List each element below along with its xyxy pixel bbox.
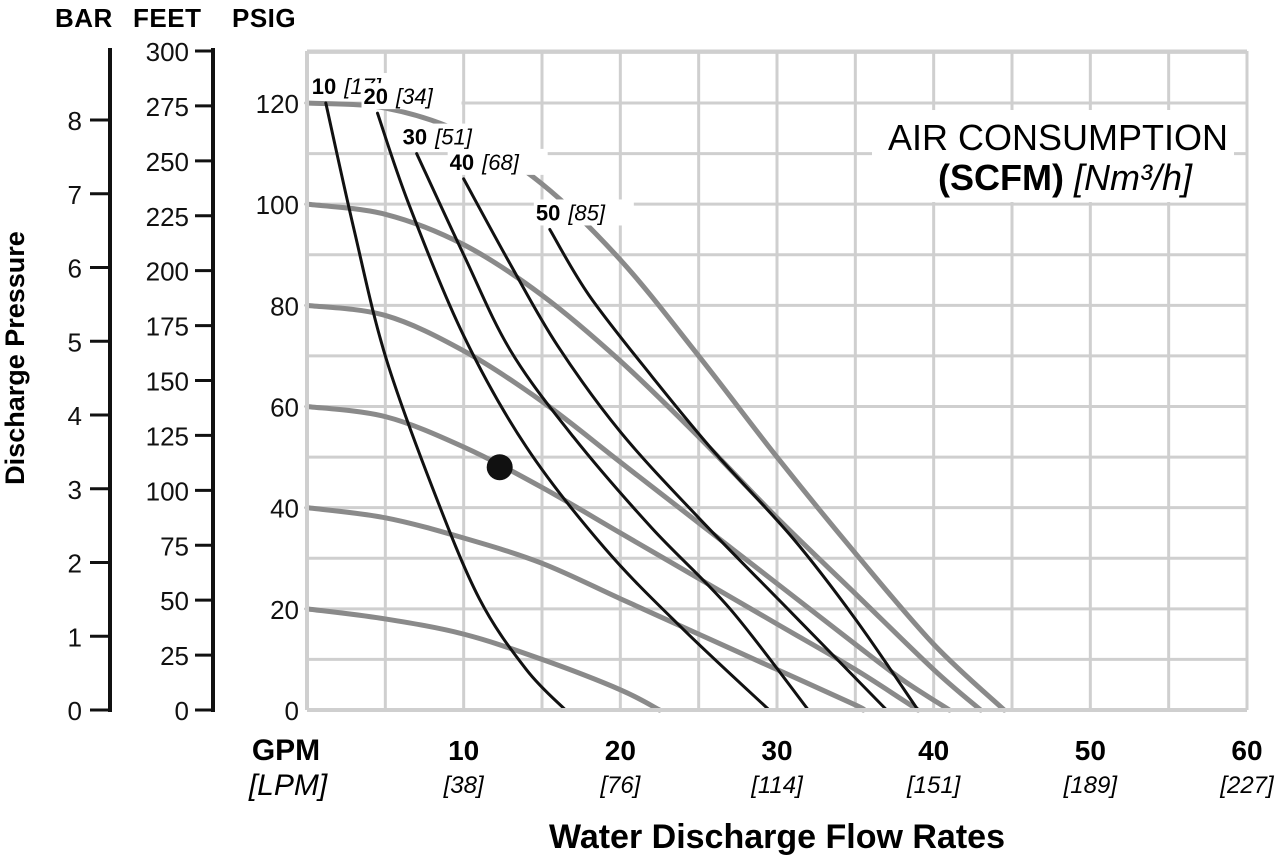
air-curve-40	[462, 177, 889, 712]
bar-tick-label: 6	[68, 254, 82, 284]
feet-tick-label: 75	[160, 531, 189, 561]
bar-tick-label: 1	[68, 622, 82, 652]
air-consumption-curves	[324, 101, 920, 712]
air-label-scfm: 10	[312, 74, 336, 99]
bar-tick-label: 0	[68, 696, 82, 726]
feet-tick-label: 275	[146, 92, 189, 122]
air-label-bg-20	[361, 83, 462, 110]
x-tick-lpm: [189]	[1063, 772, 1119, 799]
bar-tick-label: 3	[68, 475, 82, 505]
air-label-20: 20 [34]	[364, 84, 434, 109]
air-label-scfm: 20	[364, 84, 388, 109]
air-label-nm3h: [51]	[434, 125, 473, 150]
air-curve-50	[548, 227, 920, 712]
bar-tick-label: 5	[68, 327, 82, 357]
air-label-nm3h: [85]	[567, 200, 606, 225]
psig-tick-label: 80	[270, 291, 299, 321]
axes	[90, 48, 1249, 712]
feet-tick-label: 175	[146, 312, 189, 342]
air-curve-10	[324, 101, 567, 712]
air-curve-20	[376, 111, 771, 712]
bar-tick-label: 7	[68, 180, 82, 210]
x-unit-lpm: [LPM]	[248, 769, 328, 802]
air-curve-30	[415, 152, 810, 712]
feet-tick-label: 250	[146, 147, 189, 177]
air-label-scfm: 30	[403, 125, 427, 150]
bar-tick-label: 8	[68, 106, 82, 136]
scfm-unit: (SCFM)	[938, 157, 1064, 198]
x-tick-lpm: [227]	[1219, 772, 1275, 799]
air-label-30: 30 [51]	[403, 125, 473, 150]
air-label-nm3h: [68]	[481, 150, 520, 175]
pressure-curve-3	[304, 302, 952, 713]
feet-header: FEET	[133, 3, 201, 33]
psig-tick-label: 60	[270, 393, 299, 423]
nm3h-unit: [Nm³/h]	[1073, 157, 1193, 198]
x-tick-lpm: [114]	[750, 772, 804, 799]
psig-tick-label: 100	[256, 190, 299, 220]
x-tick-lpm: [76]	[599, 772, 641, 799]
x-axis-title: Water Discharge Flow Rates	[549, 818, 1005, 856]
bar-tick-label: 4	[68, 401, 82, 431]
air-label-nm3h: [34]	[395, 84, 434, 109]
air-label-scfm: 50	[536, 200, 560, 225]
operating-point-marker	[486, 454, 513, 481]
bar-tick-label: 2	[68, 549, 82, 579]
x-tick-gpm: 30	[761, 735, 792, 766]
air-consumption-title: AIR CONSUMPTION	[888, 117, 1228, 158]
x-tick-gpm: 20	[605, 735, 636, 766]
feet-tick-label: 100	[146, 476, 189, 506]
psig-header: PSIG	[232, 3, 296, 33]
pressure-curve-4	[304, 404, 921, 713]
feet-tick-label: 200	[146, 257, 189, 287]
feet-tick-label: 225	[146, 202, 189, 232]
air-label-bg-50	[533, 199, 634, 226]
x-tick-gpm: 50	[1075, 735, 1106, 766]
air-label-50: 50 [85]	[536, 200, 606, 225]
feet-tick-label: 50	[160, 586, 189, 616]
x-tick-lpm: [38]	[443, 772, 485, 799]
feet-tick-label: 150	[146, 367, 189, 397]
psig-tick-label: 0	[285, 696, 299, 726]
pressure-curve-6	[304, 606, 662, 713]
psig-tick-label: 40	[270, 494, 299, 524]
x-unit-gpm: GPM	[252, 734, 320, 767]
feet-tick-label: 125	[146, 421, 189, 451]
air-title-bg	[872, 110, 1234, 202]
x-tick-gpm: 60	[1231, 735, 1262, 766]
x-tick-lpm: [151]	[906, 772, 962, 799]
air-consumption-units: (SCFM) [Nm³/h]	[938, 157, 1193, 198]
pressure-curve-5	[304, 505, 867, 713]
y-axis-title: Discharge Pressure	[0, 231, 30, 485]
pressure-curve-2	[304, 201, 984, 713]
psig-tick-label: 120	[256, 89, 299, 119]
x-tick-gpm: 40	[918, 735, 949, 766]
feet-tick-label: 300	[146, 37, 189, 67]
feet-tick-label: 0	[175, 696, 189, 726]
psig-tick-label: 20	[270, 595, 299, 625]
feet-tick-label: 25	[160, 641, 189, 671]
air-label-40: 40 [68]	[450, 150, 520, 175]
air-label-scfm: 40	[450, 150, 474, 175]
air-label-bg-30	[400, 123, 501, 150]
operating-point	[486, 454, 513, 481]
x-tick-gpm: 10	[448, 735, 479, 766]
tick-labels: 0255075100125150175200225250275300012345…	[68, 37, 1275, 799]
air-label-bg-40	[447, 148, 548, 175]
bar-header: BAR	[55, 3, 113, 33]
air-curve-labels: 10[17]20[34]30[51]40[68]50[85]	[309, 73, 634, 226]
